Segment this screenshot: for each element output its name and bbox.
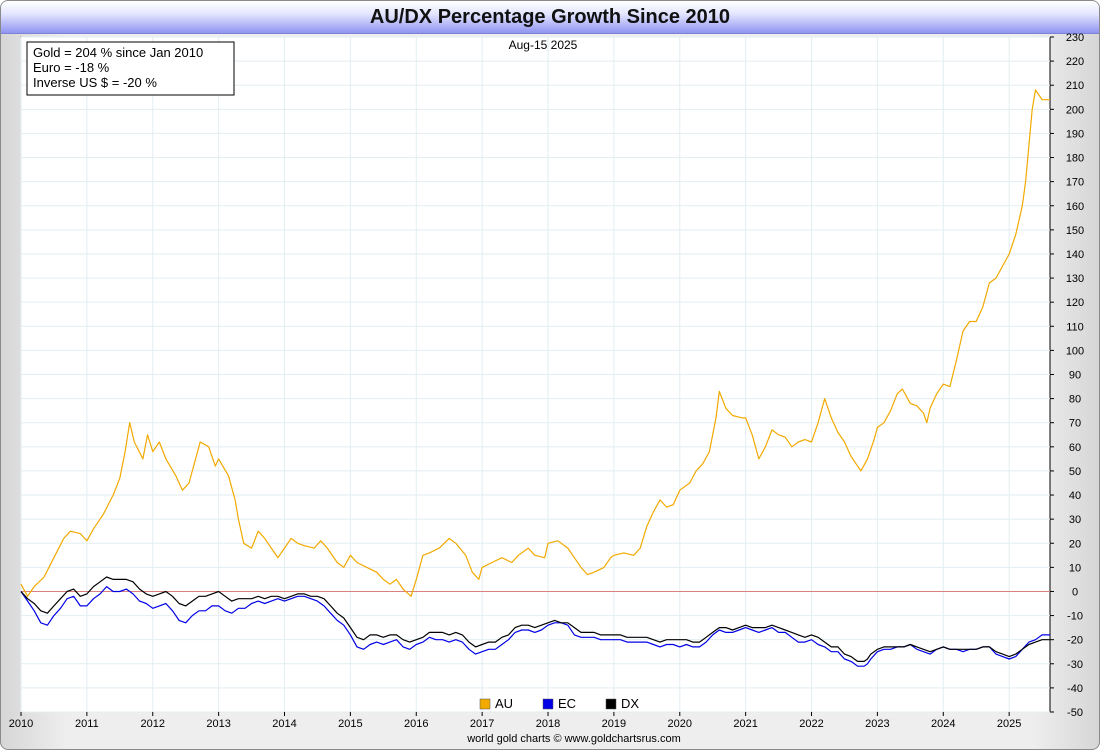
x-tick-label: 2018 (536, 718, 560, 730)
x-tick-label: 2015 (338, 718, 362, 730)
y-tick-label: 140 (1066, 249, 1084, 261)
info-line: Euro = -18 % (33, 60, 110, 75)
y-tick-label: 180 (1066, 153, 1084, 165)
y-tick-label: 20 (1069, 538, 1081, 550)
y-tick-label: 100 (1066, 345, 1084, 357)
x-tick-label: 2017 (470, 718, 494, 730)
y-tick-label: 160 (1066, 201, 1084, 213)
series-line-ec (20, 586, 1050, 667)
y-tick-label: 90 (1069, 370, 1081, 382)
legend-label-au: AU (495, 696, 513, 711)
y-tick-label: 150 (1066, 225, 1084, 237)
date-label: Aug-15 2025 (509, 38, 578, 52)
x-tick-label: 2011 (75, 718, 99, 730)
x-tick-label: 2012 (141, 718, 165, 730)
y-tick-label: 0 (1072, 586, 1078, 598)
legend-swatch-au (479, 698, 491, 710)
y-tick-label: -20 (1067, 635, 1083, 647)
y-tick-label: 30 (1069, 514, 1081, 526)
info-line: Gold = 204 % since Jan 2010 (33, 45, 203, 60)
grid (20, 36, 1050, 713)
y-tick-label: 210 (1066, 80, 1084, 92)
y-tick-label: 230 (1066, 32, 1084, 44)
y-tick-label: 200 (1066, 104, 1084, 116)
y-tick-label: -10 (1067, 611, 1083, 623)
y-tick-label: 70 (1069, 418, 1081, 430)
x-tick-label: 2016 (404, 718, 428, 730)
x-tick-label: 2013 (206, 718, 230, 730)
y-tick-label: -30 (1067, 659, 1083, 671)
credit-text: world gold charts © www.goldchartsrus.co… (466, 733, 681, 745)
legend-swatch-ec (542, 698, 554, 710)
x-axis: 2010 2011 2012 2013 2014 2015 2016 2017 2018 2019… (9, 712, 1021, 730)
y-tick-label: 80 (1069, 394, 1081, 406)
series-line-dx (20, 576, 1050, 662)
x-tick-label: 2023 (865, 718, 889, 730)
x-tick-label: 2025 (997, 718, 1021, 730)
y-tick-label: -50 (1067, 707, 1083, 719)
y-tick-label: 220 (1066, 56, 1084, 68)
chart-title: AU/DX Percentage Growth Since 2010 (369, 6, 731, 28)
y-tick-label: 120 (1066, 297, 1084, 309)
y-tick-label: 130 (1066, 273, 1084, 285)
y-tick-label: 170 (1066, 177, 1084, 189)
x-tick-label: 2019 (602, 718, 626, 730)
info-line: Inverse US $ = -20 % (33, 75, 157, 90)
x-tick-label: 2021 (733, 718, 757, 730)
y-tick-label: 190 (1066, 128, 1084, 140)
x-tick-label: 2014 (272, 718, 296, 730)
series-line-au (20, 89, 1050, 597)
y-tick-label: 60 (1069, 442, 1081, 454)
series-group (20, 89, 1050, 667)
y-axis: -50 -40 -30 -20 -10 0 10 20 30 40 50 60 70 80 90 100 110… (1050, 32, 1084, 719)
x-tick-label: 2020 (668, 718, 692, 730)
y-tick-label: 40 (1069, 490, 1081, 502)
legend: AU EC DX (479, 696, 639, 711)
info-box-border (26, 41, 235, 96)
x-tick-label: 2010 (9, 718, 33, 730)
chart-title-bar: AU/DX Percentage Growth Since 2010 (1, 1, 1099, 34)
y-tick-label: 10 (1069, 562, 1081, 574)
legend-label-dx: DX (621, 696, 639, 711)
y-tick-label: -40 (1067, 683, 1083, 695)
x-tick-label: 2024 (931, 718, 955, 730)
y-tick-label: 50 (1069, 466, 1081, 478)
legend-label-ec: EC (558, 696, 576, 711)
x-tick-label: 2022 (799, 718, 823, 730)
y-tick-label: 110 (1066, 321, 1084, 333)
legend-swatch-dx (605, 698, 617, 710)
